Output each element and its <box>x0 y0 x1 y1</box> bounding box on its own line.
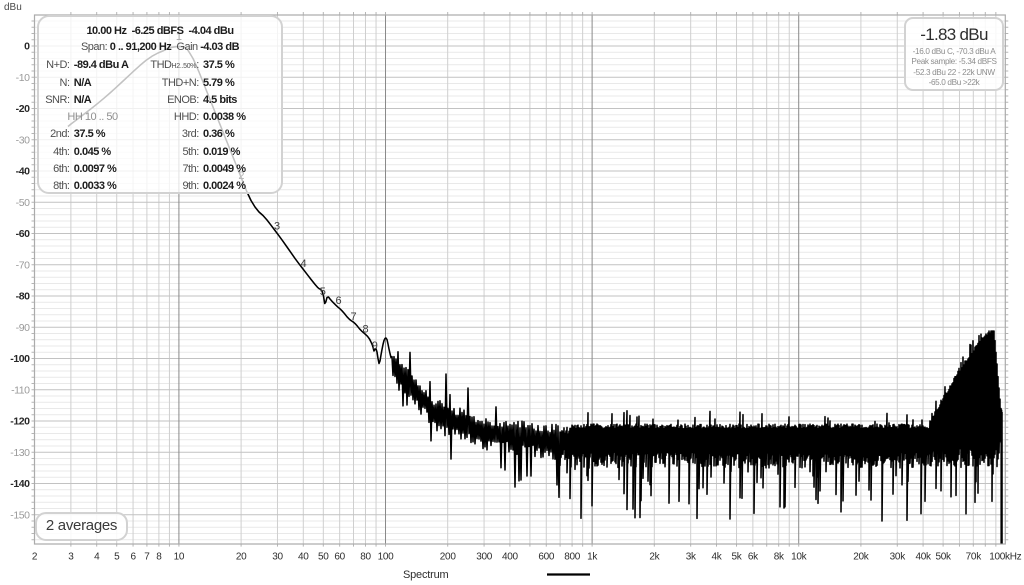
svg-text:100: 100 <box>378 552 395 563</box>
svg-text:5k: 5k <box>732 552 743 563</box>
svg-text:5: 5 <box>320 286 326 298</box>
svg-text:2k: 2k <box>649 552 660 563</box>
svg-text:-60: -60 <box>16 228 30 240</box>
svg-text:50: 50 <box>318 552 329 563</box>
svg-text:2: 2 <box>238 170 244 182</box>
svg-text:5: 5 <box>114 552 120 563</box>
svg-text:-50: -50 <box>16 197 30 209</box>
svg-text:-130: -130 <box>10 447 30 459</box>
svg-text:-90: -90 <box>16 322 30 334</box>
svg-text:-100: -100 <box>10 353 30 365</box>
svg-text:200: 200 <box>440 552 457 563</box>
svg-text:10: 10 <box>174 552 185 563</box>
svg-text:-30: -30 <box>16 134 30 146</box>
svg-text:70k: 70k <box>966 552 983 563</box>
svg-text:3k: 3k <box>686 552 697 563</box>
svg-text:600: 600 <box>538 552 555 563</box>
svg-text:-140: -140 <box>10 478 30 490</box>
svg-text:-110: -110 <box>11 384 30 396</box>
svg-text:10k: 10k <box>791 552 808 563</box>
svg-text:dBu: dBu <box>4 2 22 13</box>
svg-text:2: 2 <box>32 552 38 563</box>
svg-text:-20: -20 <box>16 103 30 115</box>
svg-text:-120: -120 <box>10 416 30 428</box>
svg-text:8: 8 <box>156 552 162 563</box>
svg-text:7: 7 <box>144 552 150 563</box>
svg-text:20k: 20k <box>853 552 870 563</box>
svg-text:8k: 8k <box>774 552 785 563</box>
svg-text:50k: 50k <box>935 552 952 563</box>
svg-text:40k: 40k <box>915 552 932 563</box>
svg-text:-10: -10 <box>16 72 30 84</box>
svg-text:6: 6 <box>130 552 136 563</box>
svg-text:6: 6 <box>335 295 341 307</box>
svg-text:3: 3 <box>68 552 74 563</box>
svg-text:100kHz: 100kHz <box>989 552 1021 563</box>
svg-text:30k: 30k <box>890 552 907 563</box>
svg-text:9: 9 <box>372 340 378 352</box>
svg-text:-80: -80 <box>16 291 30 303</box>
svg-text:300: 300 <box>476 552 493 563</box>
svg-text:4: 4 <box>300 258 306 270</box>
svg-text:4: 4 <box>94 552 100 563</box>
svg-text:20: 20 <box>236 552 247 563</box>
svg-text:30: 30 <box>272 552 283 563</box>
svg-text:0: 0 <box>24 41 30 53</box>
svg-text:6k: 6k <box>748 552 759 563</box>
svg-text:1k: 1k <box>587 552 598 563</box>
svg-text:Spectrum: Spectrum <box>403 569 449 581</box>
svg-text:7: 7 <box>350 311 356 323</box>
svg-text:80: 80 <box>360 552 371 563</box>
svg-text:-70: -70 <box>16 259 30 271</box>
svg-text:40: 40 <box>298 552 309 563</box>
svg-text:3: 3 <box>274 221 280 233</box>
svg-text:8: 8 <box>362 324 368 336</box>
svg-text:800: 800 <box>564 552 581 563</box>
svg-text:4k: 4k <box>712 552 723 563</box>
svg-text:-40: -40 <box>16 166 30 178</box>
svg-text:-150: -150 <box>10 509 30 521</box>
svg-text:60: 60 <box>334 552 345 563</box>
svg-text:1: 1 <box>176 31 182 43</box>
svg-text:400: 400 <box>502 552 519 563</box>
